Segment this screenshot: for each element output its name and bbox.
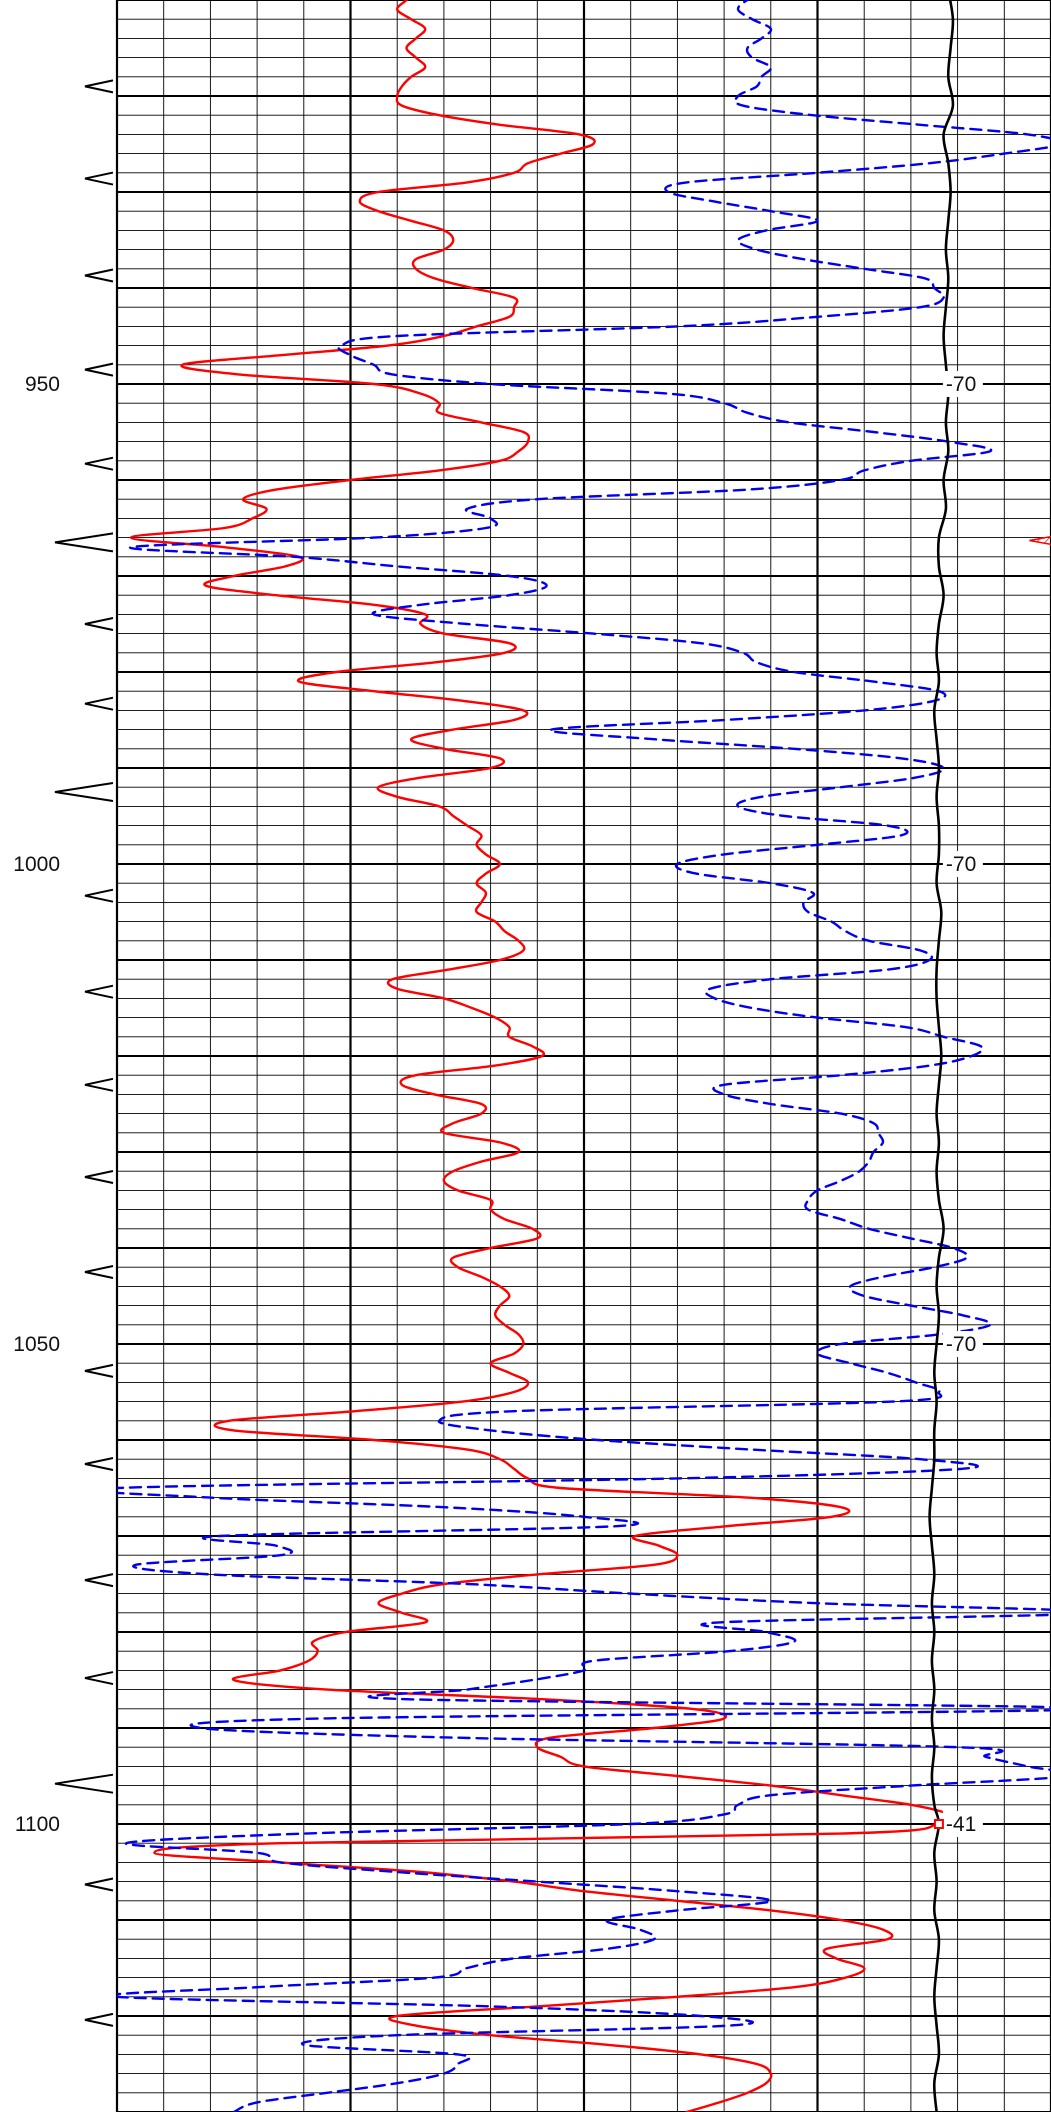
lithology-hatch-marker	[1029, 535, 1051, 546]
depth-tick-mark	[84, 456, 114, 471]
value-label-background	[942, 1331, 983, 1357]
log-curves	[117, 0, 1051, 2112]
depth-tick-mark	[84, 888, 114, 903]
depth-labels: 950 1000 1050 1100 -70 -70 -70 -41	[13, 371, 983, 1837]
depth-tick-mark	[84, 1877, 114, 1892]
value-label-anchor	[933, 1819, 944, 1829]
depth-label: 1100	[15, 1813, 60, 1836]
depth-tick-mark	[84, 1169, 114, 1184]
depth-tick-mark	[84, 984, 114, 999]
depth-tick-mark	[84, 362, 114, 377]
depth-tick-mark	[84, 2012, 114, 2027]
depth-tick-mark	[84, 696, 114, 711]
depth-tick-mark	[84, 1265, 114, 1279]
sp-value-label: -70	[946, 373, 976, 396]
value-label-background	[942, 1811, 983, 1837]
sp-value-label: -70	[946, 1333, 976, 1356]
depth-tick-mark	[54, 1773, 114, 1794]
depth-label: 950	[25, 373, 60, 396]
depth-tick-track	[54, 79, 114, 2027]
depth-tick-mark	[84, 79, 114, 94]
value-label-background	[942, 851, 983, 877]
depth-tick-mark	[84, 1671, 114, 1686]
resistivity-curve	[117, 0, 1051, 2112]
depth-tick-mark	[54, 532, 114, 553]
sp-curve	[928, 0, 955, 2112]
depth-tick-mark	[84, 1573, 114, 1588]
depth-tick-mark	[84, 1077, 114, 1092]
depth-tick-mark	[84, 1457, 114, 1471]
depth-tick-mark	[84, 171, 114, 186]
depth-tick-mark	[54, 782, 114, 802]
log-grid	[115, 0, 1051, 2112]
depth-tick-mark	[84, 617, 114, 631]
lithology-markers	[1029, 535, 1051, 546]
sp-value-label: -70	[946, 853, 976, 876]
depth-label: 1050	[13, 1333, 60, 1356]
value-label-background	[942, 371, 983, 397]
depth-tick-mark	[84, 1363, 114, 1378]
depth-tick-mark	[84, 268, 114, 283]
sp-value-label: -41	[946, 1813, 976, 1836]
depth-label: 1000	[13, 853, 60, 876]
